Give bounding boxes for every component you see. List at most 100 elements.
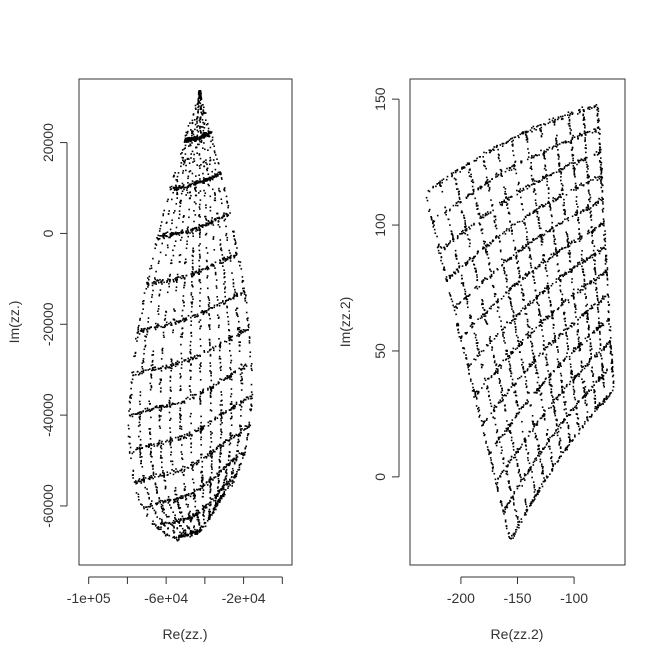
scatter-point (213, 150, 216, 152)
scatter-point (482, 246, 484, 248)
scatter-point (166, 404, 168, 407)
scatter-point (234, 473, 237, 476)
scatter-point (515, 283, 517, 285)
scatter-point (212, 498, 214, 500)
scatter-point (179, 335, 182, 338)
scatter-point (445, 213, 447, 216)
scatter-point (223, 493, 225, 495)
scatter-point (139, 424, 141, 426)
scatter-point (209, 423, 212, 425)
scatter-point (205, 311, 208, 314)
scatter-point (202, 112, 204, 115)
scatter-point (506, 473, 509, 476)
scatter-point (188, 527, 191, 530)
scatter-point (202, 525, 205, 528)
scatter-point (565, 246, 567, 249)
scatter-point (206, 260, 208, 263)
scatter-point (205, 134, 208, 136)
scatter-point (159, 517, 161, 520)
scatter-point (483, 247, 486, 249)
scatter-point (229, 484, 231, 486)
scatter-point (179, 417, 181, 419)
scatter-point (190, 370, 192, 372)
scatter-point (475, 202, 478, 204)
scatter-point (182, 301, 185, 304)
scatter-point (136, 482, 138, 484)
scatter-point (216, 304, 219, 306)
scatter-point (473, 224, 475, 226)
scatter-point (195, 108, 197, 110)
scatter-point (173, 403, 175, 405)
scatter-point (224, 288, 226, 290)
scatter-point (439, 252, 442, 255)
scatter-point (439, 182, 441, 184)
scatter-point (532, 125, 535, 128)
scatter-point (200, 108, 203, 110)
scatter-point (510, 287, 512, 290)
scatter-point (226, 200, 228, 203)
scatter-point (195, 230, 197, 232)
scatter-point (231, 467, 234, 470)
scatter-point (190, 301, 193, 304)
scatter-point (487, 390, 490, 393)
scatter-point (189, 415, 192, 418)
scatter-point (165, 254, 167, 256)
scatter-point (209, 348, 211, 351)
scatter-point (189, 398, 191, 400)
scatter-point (181, 315, 183, 317)
scatter-point (196, 152, 198, 154)
scatter-point (211, 453, 214, 455)
scatter-point (233, 238, 236, 240)
scatter-point (169, 234, 172, 237)
scatter-point (228, 329, 230, 331)
scatter-point (209, 455, 212, 457)
scatter-point (578, 159, 580, 162)
scatter-point (152, 477, 154, 480)
scatter-point (184, 159, 187, 161)
scatter-point (463, 351, 465, 354)
scatter-point (146, 281, 148, 284)
scatter-point (185, 164, 187, 167)
scatter-point (182, 535, 184, 538)
scatter-point (199, 271, 202, 273)
scatter-point (173, 310, 176, 312)
scatter-point (464, 262, 466, 264)
scatter-point (520, 249, 522, 252)
scatter-point (436, 235, 438, 238)
scatter-point (516, 516, 519, 518)
scatter-point (163, 281, 165, 284)
scatter-point (202, 109, 205, 111)
scatter-point (184, 186, 187, 189)
scatter-point (174, 403, 177, 405)
scatter-point (238, 452, 241, 455)
scatter-point (477, 188, 480, 191)
scatter-point (181, 333, 183, 336)
scatter-point (199, 397, 201, 400)
scatter-point (491, 470, 494, 472)
scatter-point (208, 341, 211, 344)
scatter-point (249, 355, 251, 358)
scatter-point (159, 289, 162, 291)
scatter-point (179, 409, 182, 412)
scatter-point (531, 349, 534, 352)
scatter-point (526, 158, 529, 161)
scatter-point (451, 274, 454, 276)
scatter-point (207, 454, 209, 457)
scatter-point (532, 420, 535, 423)
scatter-point (513, 320, 516, 323)
scatter-point (575, 214, 578, 216)
scatter-point (457, 271, 460, 273)
scatter-point (477, 342, 479, 344)
scatter-point (208, 504, 211, 506)
scatter-point (217, 220, 220, 222)
scatter-point (477, 207, 479, 210)
scatter-point (537, 444, 539, 447)
scatter-point (197, 125, 199, 127)
scatter-point (179, 254, 182, 256)
scatter-point (131, 382, 133, 384)
scatter-point (129, 408, 131, 410)
scatter-point (238, 335, 240, 338)
scatter-point (150, 301, 152, 303)
scatter-point (141, 366, 143, 368)
scatter-point (176, 281, 178, 283)
